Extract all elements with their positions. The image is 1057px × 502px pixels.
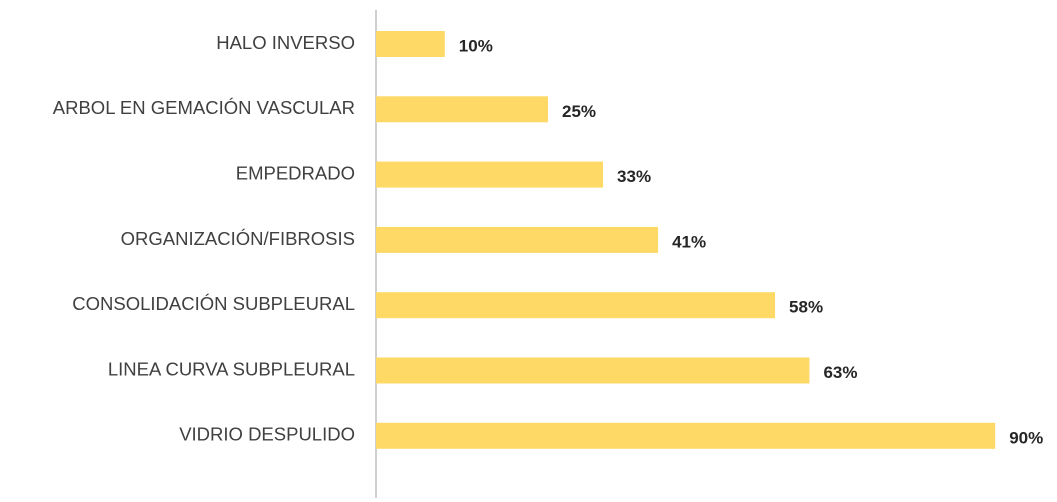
- value-label: 63%: [823, 363, 857, 382]
- value-label: 41%: [672, 232, 706, 251]
- bar: [376, 292, 776, 319]
- bar: [376, 357, 810, 384]
- category-label: CONSOLIDACIÓN SUBPLEURAL: [72, 293, 355, 314]
- bar: [376, 161, 604, 188]
- value-label: 33%: [617, 167, 651, 186]
- bar: [376, 31, 445, 57]
- value-label: 25%: [562, 102, 596, 121]
- category-label: LINEA CURVA SUBPLEURAL: [108, 358, 355, 379]
- bar: [376, 96, 548, 123]
- category-label: ARBOL EN GEMACIÓN VASCULAR: [53, 97, 355, 118]
- category-label: ORGANIZACIÓN/FIBROSIS: [121, 228, 355, 249]
- value-label: 90%: [1009, 428, 1043, 447]
- bar: [376, 226, 659, 253]
- category-label: EMPEDRADO: [236, 162, 355, 183]
- value-label: 58%: [789, 298, 823, 317]
- bar: [376, 422, 996, 449]
- value-label: 10%: [459, 36, 493, 55]
- category-label: HALO INVERSO: [216, 32, 355, 53]
- category-label: VIDRIO DESPULIDO: [179, 424, 355, 445]
